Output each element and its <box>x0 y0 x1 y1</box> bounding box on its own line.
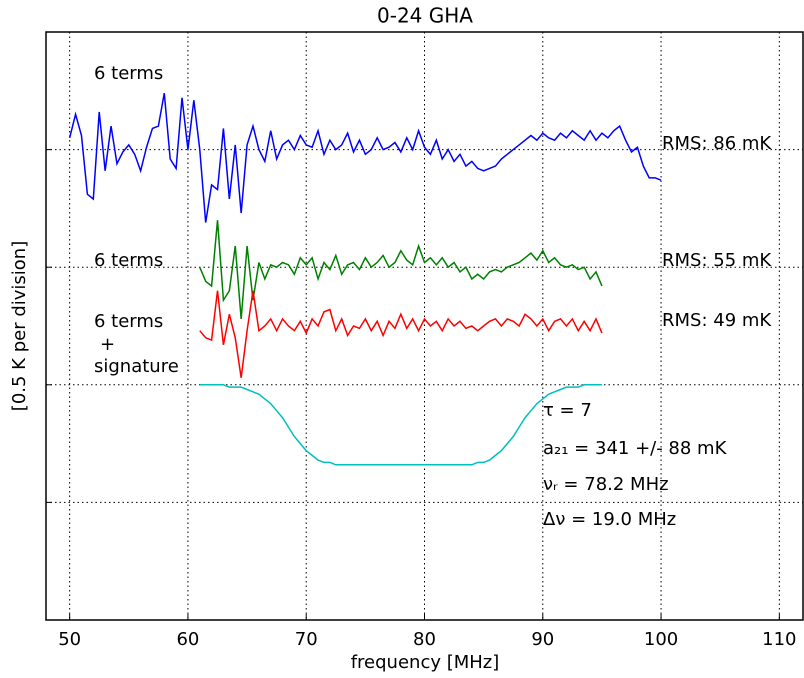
annotation: RMS: 86 mK <box>662 133 772 154</box>
series-line <box>68 93 662 223</box>
x-tick-label: 50 <box>58 629 81 650</box>
x-tick-label: 70 <box>295 629 318 650</box>
series-line <box>199 220 603 320</box>
x-tick-label: 60 <box>176 629 199 650</box>
annotation: τ = 7 <box>543 400 592 421</box>
series-line <box>199 290 603 378</box>
x-tick-label: 90 <box>531 629 554 650</box>
annotation: 6 terms <box>94 311 163 332</box>
annotation: 6 terms <box>94 250 163 271</box>
annotation: RMS: 49 mK <box>662 310 772 331</box>
series-line <box>199 384 602 466</box>
x-tick-label: 110 <box>762 629 796 650</box>
chart-title: 0-24 GHA <box>377 4 473 28</box>
annotation: signature <box>94 356 179 377</box>
annotation: 6 terms <box>94 63 163 84</box>
y-axis-label: [0.5 K per division] <box>9 241 30 411</box>
x-axis-label: frequency [MHz] <box>351 652 500 673</box>
annotation: + <box>100 334 115 355</box>
annotation: Δν = 19.0 MHz <box>543 509 676 530</box>
x-tick-label: 80 <box>413 629 436 650</box>
annotation: νᵣ = 78.2 MHz <box>543 474 669 495</box>
x-tick-label: 100 <box>644 629 678 650</box>
annotation: RMS: 55 mK <box>662 250 772 271</box>
annotation: a₂₁ = 341 +/- 88 mK <box>543 438 728 459</box>
